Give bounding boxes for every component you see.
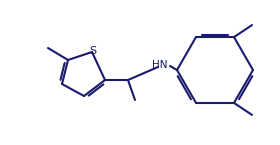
Text: S: S [89,46,97,56]
Text: HN: HN [152,60,167,70]
